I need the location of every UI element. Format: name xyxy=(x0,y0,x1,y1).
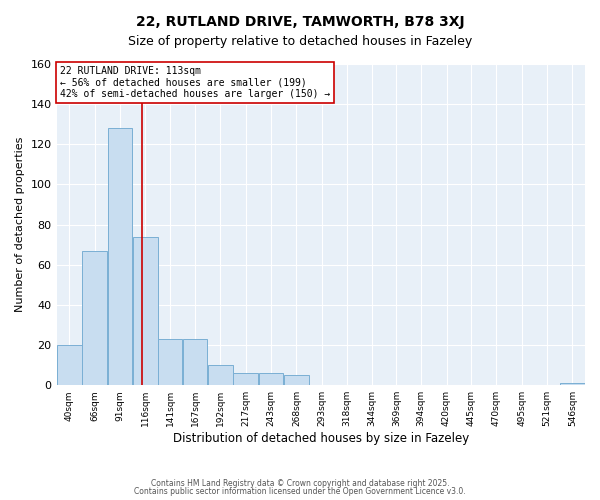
Bar xyxy=(107,128,133,385)
Text: Contains HM Land Registry data © Crown copyright and database right 2025.: Contains HM Land Registry data © Crown c… xyxy=(151,478,449,488)
Bar xyxy=(133,236,158,385)
Bar xyxy=(208,365,233,385)
Bar xyxy=(182,339,208,385)
Bar xyxy=(82,250,107,385)
Bar xyxy=(57,345,82,385)
Bar xyxy=(259,373,283,385)
Y-axis label: Number of detached properties: Number of detached properties xyxy=(15,137,25,312)
Text: Contains public sector information licensed under the Open Government Licence v3: Contains public sector information licen… xyxy=(134,487,466,496)
Bar xyxy=(233,373,258,385)
Text: 22, RUTLAND DRIVE, TAMWORTH, B78 3XJ: 22, RUTLAND DRIVE, TAMWORTH, B78 3XJ xyxy=(136,15,464,29)
Bar xyxy=(284,375,309,385)
Bar xyxy=(158,339,182,385)
Text: 22 RUTLAND DRIVE: 113sqm
← 56% of detached houses are smaller (199)
42% of semi-: 22 RUTLAND DRIVE: 113sqm ← 56% of detach… xyxy=(60,66,330,99)
Text: Size of property relative to detached houses in Fazeley: Size of property relative to detached ho… xyxy=(128,35,472,48)
X-axis label: Distribution of detached houses by size in Fazeley: Distribution of detached houses by size … xyxy=(173,432,469,445)
Bar xyxy=(560,383,585,385)
